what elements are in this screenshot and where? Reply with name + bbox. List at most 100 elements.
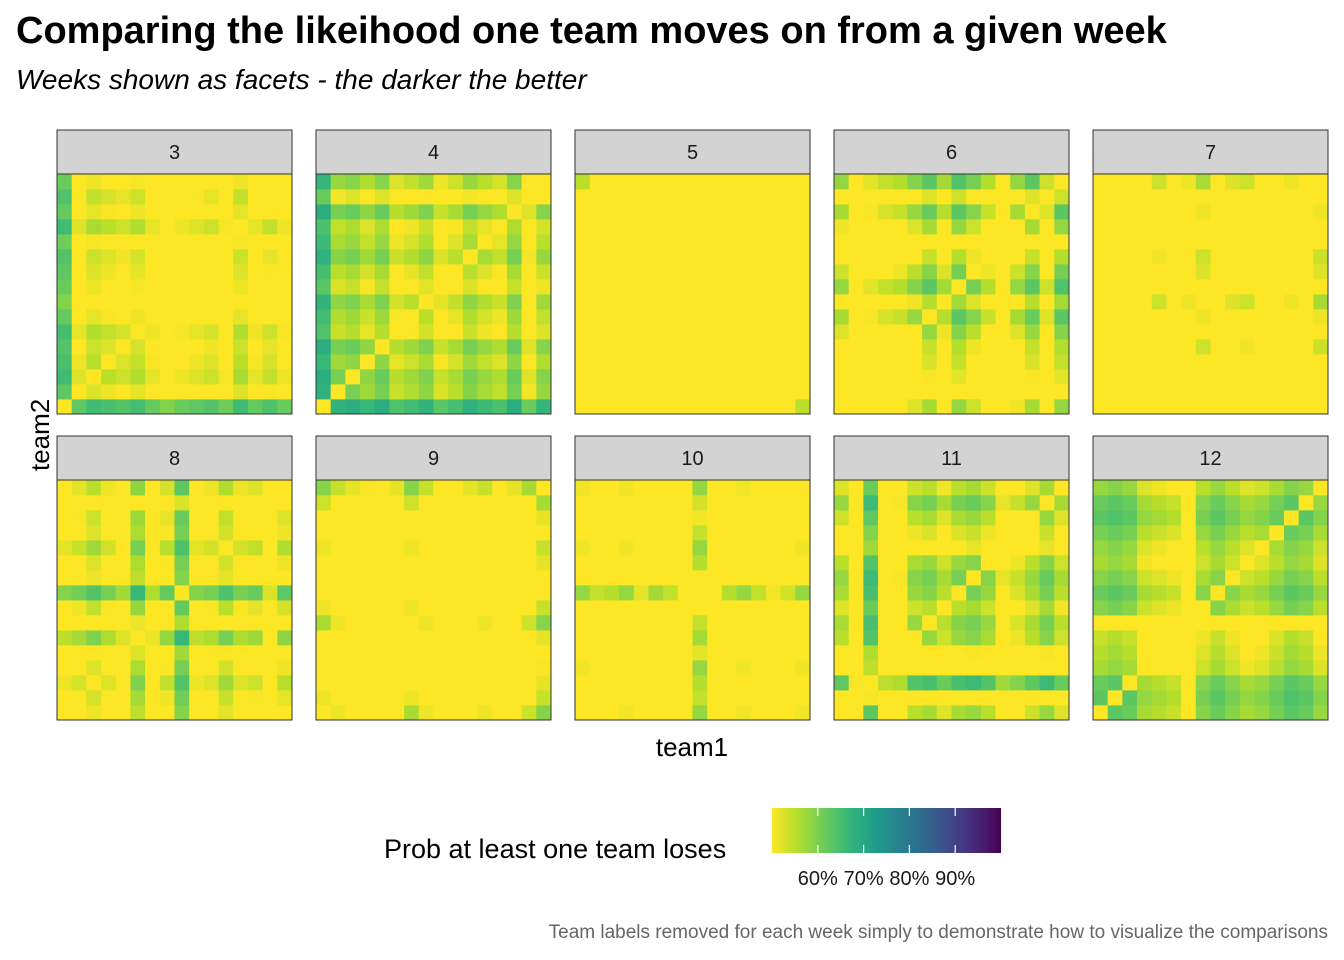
heat-cell — [1166, 585, 1182, 601]
heat-cell — [233, 399, 249, 415]
heat-cell — [707, 510, 723, 526]
heat-cell — [277, 570, 293, 586]
heat-cell — [980, 219, 996, 235]
heat-cell — [751, 384, 767, 400]
heat-cell — [1122, 249, 1138, 265]
heat-cell — [765, 705, 782, 721]
heat-cell — [951, 705, 967, 721]
heat-cell — [692, 369, 708, 385]
heat-cell — [1166, 174, 1182, 190]
heat-cell — [736, 264, 752, 280]
heat-cell — [316, 600, 332, 616]
heat-cell — [922, 615, 938, 631]
heat-cell — [648, 630, 664, 646]
heat-cell — [506, 585, 523, 601]
heat-cell — [1254, 249, 1270, 265]
heat-cell — [492, 540, 508, 556]
heat-cell — [86, 630, 102, 646]
heat-cell — [233, 705, 249, 721]
heat-cell — [1313, 630, 1329, 646]
heat-cell — [995, 339, 1011, 355]
heat-cell — [1181, 354, 1197, 370]
heat-cell — [316, 279, 332, 295]
heat-cell — [1151, 249, 1167, 265]
heat-cell — [1313, 525, 1329, 541]
heat-cell — [966, 264, 982, 280]
heat-cell — [462, 264, 478, 280]
heat-cell — [174, 234, 190, 250]
heat-cell — [922, 540, 938, 556]
heat-cell — [1298, 690, 1314, 706]
heat-cell — [907, 354, 923, 370]
heat-cell — [203, 399, 219, 415]
heat-cell — [174, 585, 190, 601]
heat-cell — [1313, 690, 1329, 706]
heat-cell — [966, 294, 982, 310]
heat-cell — [1239, 645, 1255, 661]
heat-cell — [780, 189, 796, 205]
heat-cell — [663, 399, 679, 415]
heat-cell — [1225, 249, 1241, 265]
heat-cell — [663, 264, 679, 280]
heat-cell — [604, 174, 620, 190]
heat-cell — [751, 354, 767, 370]
heat-cell — [619, 630, 635, 646]
heat-cell — [721, 219, 737, 235]
heat-cell — [521, 645, 537, 661]
heat-cell — [492, 204, 508, 220]
heat-cell — [951, 309, 967, 325]
heat-cell — [980, 555, 996, 571]
heat-cell — [536, 630, 552, 646]
heat-cell — [575, 279, 591, 295]
heat-cell — [247, 510, 264, 526]
heat-cell — [233, 219, 249, 235]
heat-cell — [1166, 675, 1182, 691]
heat-cell — [418, 309, 434, 325]
heat-cell — [418, 585, 434, 601]
legend-tick-label: 90% — [935, 868, 975, 890]
heat-cell — [619, 354, 635, 370]
heat-cell — [878, 570, 894, 586]
heat-cell — [316, 324, 332, 340]
heat-cell — [418, 510, 434, 526]
heat-cell — [980, 339, 996, 355]
heat-cell — [966, 309, 982, 325]
heat-cell — [218, 600, 234, 616]
heat-cell — [1166, 600, 1182, 616]
heat-cell — [1181, 675, 1197, 691]
heat-cell — [707, 540, 723, 556]
heat-cell — [1137, 495, 1153, 511]
heat-cell — [1024, 204, 1041, 220]
heat-cell — [159, 690, 175, 706]
heat-cell — [907, 249, 923, 265]
heat-cell — [780, 570, 796, 586]
heat-cell — [418, 189, 434, 205]
heat-cell — [936, 690, 952, 706]
heat-cell — [604, 279, 620, 295]
heat-cell — [1181, 384, 1197, 400]
heat-cell — [863, 294, 879, 310]
heat-cell — [506, 555, 523, 571]
heat-cell — [721, 264, 737, 280]
heat-cell — [1151, 510, 1167, 526]
heat-cell — [86, 675, 102, 691]
facet-panel-7 — [1092, 173, 1329, 415]
heat-cell — [633, 249, 649, 265]
heat-cell — [1225, 495, 1241, 511]
heat-cell — [878, 630, 894, 646]
heat-cell — [633, 600, 649, 616]
heat-cell — [834, 495, 850, 511]
heat-cell — [1195, 324, 1211, 340]
heat-cell — [203, 510, 219, 526]
heat-cell — [115, 174, 131, 190]
heat-cell — [780, 495, 796, 511]
heat-cell — [907, 660, 923, 676]
heat-cell — [863, 705, 879, 721]
heat-cell — [277, 204, 293, 220]
heat-cell — [1093, 249, 1109, 265]
heat-cell — [233, 585, 249, 601]
heat-cell — [174, 495, 190, 511]
heat-cell — [277, 660, 293, 676]
heat-cell — [477, 540, 493, 556]
heat-cell — [115, 555, 131, 571]
